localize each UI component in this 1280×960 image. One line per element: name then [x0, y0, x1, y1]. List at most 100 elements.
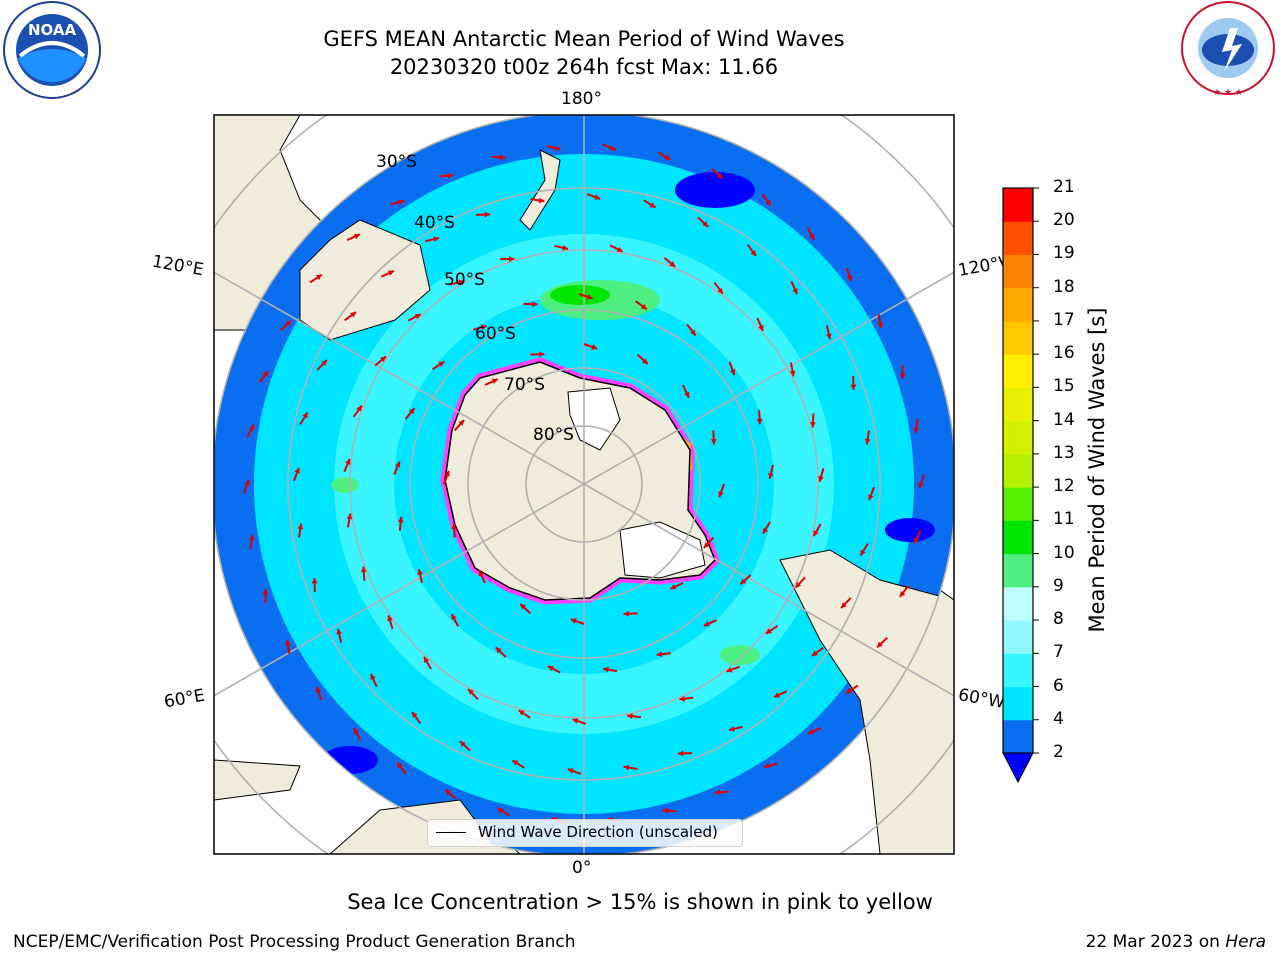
- colorbar-block: [1003, 620, 1033, 654]
- colorbar-block: [1003, 553, 1033, 588]
- colorbar-tick-label: 16: [1053, 343, 1075, 364]
- wind-arrow-head: [491, 378, 498, 384]
- wind-arrow-head: [285, 320, 291, 327]
- colorbar-tick-label: 19: [1053, 243, 1075, 264]
- wind-arrow-head: [387, 270, 394, 276]
- wind-arrow-head: [311, 578, 318, 584]
- lon-label-180: 180°: [561, 89, 602, 109]
- wind-arrow-head: [297, 523, 304, 530]
- wind-arrow-head: [758, 324, 764, 331]
- wind-arrow-head: [518, 710, 525, 716]
- wind-arrow-head: [547, 665, 554, 672]
- footer-left: NCEP/EMC/Verification Post Processing Pr…: [13, 932, 576, 952]
- colorbar-tick-label: 18: [1053, 276, 1075, 297]
- lat-label-40s: 40°S: [414, 213, 455, 233]
- wind-arrow-head: [468, 689, 474, 695]
- wind-arrow-head: [864, 438, 871, 445]
- plot-title: GEFS MEAN Antarctic Mean Period of Wind …: [323, 27, 845, 51]
- wind-arrow-head: [716, 172, 723, 179]
- wind-arrow-head: [616, 246, 623, 252]
- wind-arrow-head: [451, 614, 457, 621]
- colorbar: [1002, 187, 1039, 784]
- wind-arrow-head: [765, 628, 772, 634]
- wind-arrow-head: [664, 154, 671, 160]
- wind-arrow-head: [562, 244, 569, 251]
- colorbar-block: [1003, 719, 1033, 754]
- wind-arrow-head: [684, 391, 690, 398]
- colorbar-tick-label: 9: [1053, 575, 1064, 596]
- colorbar-tick-label: 7: [1053, 642, 1064, 663]
- wind-arrow-head: [398, 199, 405, 206]
- wind-arrow-head: [591, 344, 598, 350]
- wind-arrow-head: [662, 807, 668, 814]
- map-legend: Wind Wave Direction (unscaled): [427, 819, 743, 847]
- wind-arrow-head: [353, 727, 359, 734]
- wind-arrow-head: [609, 145, 616, 151]
- wind-arrow-head: [380, 356, 386, 363]
- wind-arrow-head: [417, 569, 423, 575]
- wind-arrow-head: [841, 602, 847, 609]
- wind-arrow-head: [512, 760, 519, 766]
- wind-arrow-head: [850, 384, 857, 390]
- wind-arrow-head: [315, 274, 322, 280]
- colorbar-tick-label: 4: [1053, 708, 1064, 729]
- wind-arrow-head: [603, 666, 609, 673]
- wind-arrow-head: [718, 491, 724, 498]
- wind-arrow-head: [756, 418, 763, 425]
- wind-arrow-head: [809, 234, 815, 241]
- wind-arrow-head: [538, 197, 545, 204]
- colorbar-block: [1003, 188, 1033, 222]
- colorbar-block: [1003, 520, 1033, 555]
- wind-arrow-head: [345, 458, 351, 465]
- wind-arrow-head: [717, 287, 723, 294]
- colorbar-tick-label: 6: [1053, 675, 1064, 696]
- wind-arrow-head: [315, 686, 322, 693]
- svg-text:★ ★ ★: ★ ★ ★: [1213, 88, 1243, 98]
- colorbar-tick-label: 20: [1053, 210, 1075, 231]
- wind-arrow-head: [394, 461, 401, 468]
- wind-arrow-head: [811, 650, 818, 656]
- lat-label-80s: 80°S: [533, 425, 574, 445]
- wind-arrow-head: [387, 615, 393, 622]
- colorbar-tick-label: 17: [1053, 309, 1075, 330]
- wind-arrow-head: [397, 516, 404, 523]
- wind-arrow-head: [899, 373, 906, 380]
- wind-arrow-head: [860, 549, 866, 556]
- legend-label: Wind Wave Direction (unscaled): [478, 823, 718, 841]
- wind-arrow-head: [451, 523, 458, 529]
- lon-label-0: 0°: [572, 858, 592, 878]
- wind-arrow-head: [846, 275, 853, 282]
- colorbar-tick-label: 12: [1053, 476, 1075, 497]
- colorbar-tick-label: 21: [1053, 177, 1075, 197]
- wind-arrow-head: [918, 482, 924, 489]
- wind-arrow-head: [728, 726, 735, 732]
- wind-wave-arrows: [243, 143, 925, 825]
- colorbar-block: [1003, 320, 1033, 355]
- wind-arrow-head: [669, 261, 676, 267]
- wind-arrow-head: [520, 603, 526, 610]
- footer-right: 22 Mar 2023 on Hera: [1086, 932, 1266, 952]
- wind-arrow-head: [877, 322, 883, 329]
- lat-label-60s: 60°S: [475, 324, 516, 344]
- colorbar-tick-label: 11: [1053, 509, 1075, 530]
- wind-arrow-head: [703, 621, 710, 627]
- wind-arrow-head: [740, 578, 747, 585]
- wind-arrow-head: [572, 718, 579, 724]
- wind-arrow-head: [495, 647, 502, 654]
- colorbar-tick-label: 8: [1053, 609, 1064, 630]
- wind-arrow-head: [640, 303, 647, 310]
- graticule: [214, 115, 954, 854]
- colorbar-tick-label: 15: [1053, 376, 1075, 397]
- footer-date: 22 Mar 2023 on: [1085, 932, 1220, 952]
- wind-arrow-head: [670, 584, 677, 590]
- wind-arrow-head: [248, 535, 255, 541]
- wind-arrow-head: [459, 741, 466, 747]
- wind-arrow-head: [774, 692, 781, 698]
- wind-arrow-head: [826, 333, 832, 340]
- colorbar-block: [1003, 586, 1033, 621]
- wind-arrow-head: [412, 711, 418, 718]
- colorbar-block: [1003, 420, 1033, 455]
- wind-arrow-head: [810, 422, 816, 428]
- wind-arrow-head: [868, 494, 874, 501]
